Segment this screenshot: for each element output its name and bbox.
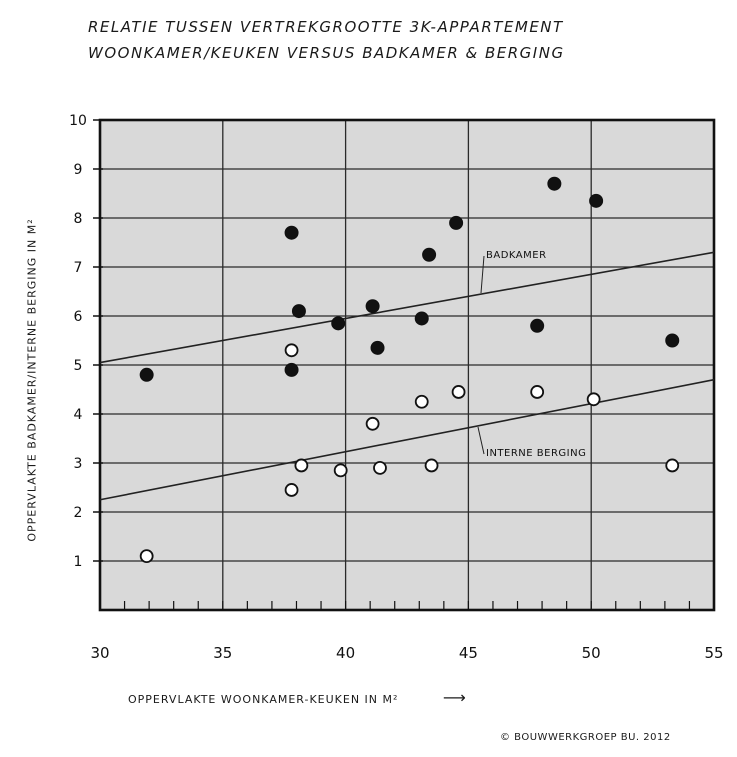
data-point-berging bbox=[139, 549, 154, 563]
data-point-berging bbox=[530, 385, 545, 399]
data-points bbox=[139, 176, 680, 563]
copyright-credit: © BOUWWERKGROEP BU. 2012 bbox=[500, 732, 671, 743]
data-point-badkamer bbox=[139, 367, 154, 382]
data-point-badkamer bbox=[449, 215, 464, 230]
x-tick-label: 40 bbox=[336, 644, 355, 662]
y-tick-label: 1 bbox=[74, 554, 83, 570]
data-point-badkamer bbox=[530, 318, 545, 333]
data-point-badkamer bbox=[291, 304, 306, 319]
y-tick-label: 10 bbox=[69, 113, 87, 129]
trendline-berging bbox=[99, 378, 715, 501]
data-point-badkamer bbox=[665, 333, 680, 348]
data-point-badkamer bbox=[547, 176, 562, 191]
y-tick-label: 2 bbox=[74, 505, 83, 521]
data-point-berging bbox=[414, 394, 429, 409]
y-axis-label: OPPERVLAKTE BADKAMER/INTERNE BERGING IN … bbox=[25, 218, 39, 542]
data-point-badkamer bbox=[422, 247, 437, 262]
x-tick-label: 45 bbox=[459, 644, 478, 662]
trendline-badkamer bbox=[99, 251, 715, 364]
chart-title-line-2: WOONKAMER/KEUKEN VERSUS BADKAMER & BERGI… bbox=[88, 44, 565, 62]
data-point-badkamer bbox=[365, 299, 380, 314]
data-point-berging bbox=[373, 460, 387, 475]
axis-ticks bbox=[93, 119, 691, 610]
data-point-badkamer bbox=[370, 340, 385, 355]
y-tick-label: 7 bbox=[74, 260, 83, 276]
data-point-berging bbox=[424, 458, 439, 473]
y-tick-label: 5 bbox=[74, 358, 83, 374]
y-tick-label: 6 bbox=[74, 309, 83, 325]
trendlines: BADKAMER INTERNE BERGING bbox=[99, 250, 715, 501]
data-point-berging bbox=[294, 458, 309, 473]
series-label-berging-leader bbox=[477, 426, 485, 455]
y-tick-label: 4 bbox=[74, 407, 83, 423]
data-point-badkamer bbox=[414, 311, 429, 326]
data-point-berging bbox=[586, 392, 601, 407]
data-point-berging bbox=[365, 416, 380, 431]
data-point-badkamer bbox=[331, 316, 346, 331]
x-tick-label: 50 bbox=[582, 644, 601, 662]
x-axis-label-text: OPPERVLAKTE WOONKAMER-KEUKEN IN M² bbox=[128, 693, 399, 706]
chart-title-line-1: RELATIE TUSSEN VERTREKGROOTTE 3K-APPARTE… bbox=[88, 18, 564, 36]
y-tick-label: 8 bbox=[74, 211, 83, 227]
y-tick-label: 9 bbox=[74, 162, 83, 178]
y-tick-label: 3 bbox=[74, 456, 83, 472]
series-label-badkamer: BADKAMER bbox=[486, 250, 547, 261]
x-tick-label: 35 bbox=[213, 644, 232, 662]
series-label-berging: INTERNE BERGING bbox=[486, 448, 586, 459]
data-point-berging bbox=[284, 343, 299, 358]
data-point-berging bbox=[333, 463, 348, 478]
data-point-berging bbox=[451, 385, 466, 399]
x-axis-label: OPPERVLAKTE WOONKAMER-KEUKEN IN M² ⟶ bbox=[128, 688, 467, 707]
grid bbox=[98, 118, 716, 612]
data-point-berging bbox=[284, 483, 299, 497]
x-tick-label: 30 bbox=[90, 644, 109, 662]
arrow-right-icon: ⟶ bbox=[442, 688, 467, 707]
data-point-badkamer bbox=[589, 193, 604, 208]
data-point-berging bbox=[665, 458, 680, 473]
series-label-badkamer-leader bbox=[480, 255, 485, 294]
data-point-badkamer bbox=[284, 225, 299, 240]
data-point-badkamer bbox=[284, 362, 299, 377]
x-tick-label: 55 bbox=[704, 644, 723, 662]
